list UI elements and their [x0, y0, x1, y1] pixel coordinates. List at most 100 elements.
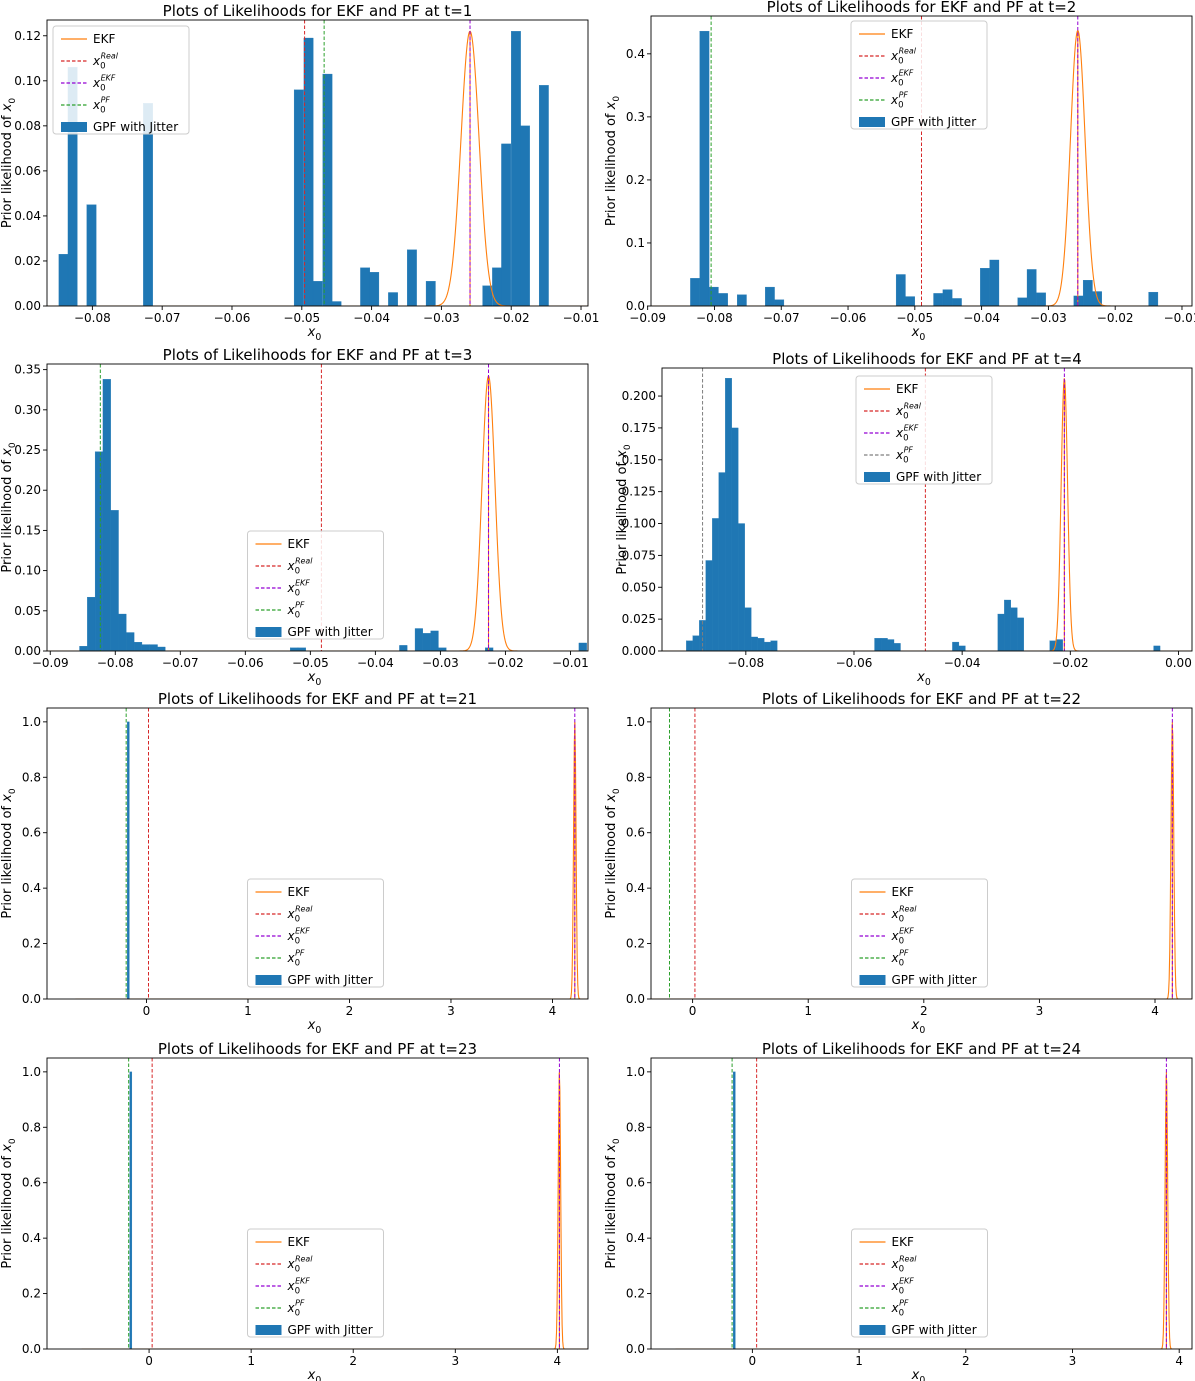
legend-patch	[61, 122, 87, 132]
histogram-bar	[764, 641, 771, 651]
chart-title: Plots of Likelihoods for EKF and PF at t…	[772, 350, 1082, 368]
x-tick-label: −0.02	[493, 311, 530, 325]
plot-frame	[650, 1057, 1193, 1350]
legend-pf-mark: x0PF	[895, 445, 913, 465]
plot-area	[675, 1058, 1192, 1349]
histogram-bar	[79, 646, 88, 651]
x-tick-label: 4	[1151, 1004, 1159, 1018]
x-tick-label: −0.08	[74, 311, 111, 325]
legend-ekf: EKF	[288, 1235, 310, 1249]
legend-ekf: EKF	[892, 885, 914, 899]
y-tick-label: 0.2	[626, 937, 645, 951]
x-axis-label: x0	[911, 1368, 926, 1381]
x-tick-label: −0.06	[836, 656, 873, 670]
plot-area	[47, 20, 588, 306]
plot-frame	[661, 367, 1193, 652]
histogram-bar	[388, 292, 398, 306]
histogram-bar	[86, 204, 97, 306]
y-tick-label: 0.3	[626, 110, 645, 124]
legend-real: x0Real	[891, 1254, 918, 1274]
legend-patch	[859, 1325, 886, 1335]
x-tick-label: 0.00	[1165, 656, 1192, 670]
histogram-bar	[738, 523, 745, 651]
x-tick-label: 0	[749, 1354, 757, 1368]
histogram-bar	[874, 638, 882, 651]
x-tick-label: −0.07	[763, 311, 800, 325]
y-axis-label: Prior likelihood of x0	[0, 98, 18, 228]
plot-area	[81, 1058, 588, 1349]
histogram-bar	[58, 254, 69, 306]
x-tick-label: −0.05	[292, 656, 329, 670]
histogram-bar	[686, 640, 693, 651]
x-tick-label: −0.05	[283, 311, 320, 325]
histogram-bar	[511, 31, 521, 306]
chart-panel-5: 0 1 2 3 4 0.0 0.2 0.4 0.6 0.8 1.0 Plots of Likeliho…	[0, 690, 589, 1036]
y-tick-label: 0.200	[622, 389, 656, 403]
histogram-bar	[129, 1071, 133, 1349]
x-tick-label: 2	[962, 1354, 970, 1368]
histogram-bar	[980, 268, 990, 306]
histogram-bar	[133, 642, 143, 651]
x-tick-label: −0.07	[144, 311, 181, 325]
histogram-bar	[126, 632, 135, 651]
y-tick-label: 0.05	[14, 604, 41, 618]
x-tick-label: −0.03	[1030, 311, 1067, 325]
plot-area	[662, 368, 1192, 651]
histogram-bar	[751, 636, 758, 651]
histogram-bar	[958, 645, 966, 651]
x-tick-label: −0.08	[696, 311, 733, 325]
x-tick-label: −0.07	[162, 656, 199, 670]
legend-ekf-mark: x0EKF	[890, 68, 914, 88]
histogram-bar	[149, 644, 158, 651]
legend-ekf-mark: x0EKF	[287, 578, 311, 598]
chart-title: Plots of Likelihoods for EKF and PF at t…	[158, 690, 477, 708]
x-tick-label: −0.01	[1164, 311, 1195, 325]
x-tick-label: −0.04	[353, 311, 390, 325]
x-tick-label: −0.02	[487, 656, 524, 670]
chart-panel-2: −0.09 −0.08 −0.07 −0.06 −0.05 −0.04 −0.03 −0.02…	[604, 0, 1195, 343]
histogram-bar	[94, 451, 104, 651]
legend-ekf-mark: x0EKF	[287, 1276, 311, 1296]
legend-patch	[255, 1325, 282, 1335]
y-tick-label: 0.00	[14, 644, 41, 658]
x-tick-label: −0.06	[227, 656, 264, 670]
legend-ekf-mark: x0EKF	[895, 423, 919, 443]
x-tick-label: 3	[451, 1354, 459, 1368]
histogram-bar	[422, 633, 431, 651]
y-tick-label: 0.12	[14, 29, 41, 43]
histogram-bar	[369, 272, 380, 306]
ekf-curve	[47, 30, 588, 306]
x-tick-label: −0.04	[944, 656, 981, 670]
y-tick-label: 0.4	[626, 881, 645, 895]
histogram-bar	[482, 285, 493, 306]
histogram-bar	[520, 125, 530, 306]
x-tick-label: 4	[549, 1004, 557, 1018]
plot-area	[651, 708, 1192, 999]
histogram-bar	[997, 613, 1005, 651]
histogram-bar	[118, 613, 127, 651]
histogram-bar	[731, 427, 739, 651]
x-tick-label: 0	[145, 1354, 153, 1368]
plot-frame	[46, 1057, 589, 1350]
x-tick-label: −0.08	[727, 656, 764, 670]
histogram-bar	[905, 296, 915, 306]
legend-gpf: GPF with Jitter	[892, 1323, 977, 1337]
x-tick-label: 1	[804, 1004, 812, 1018]
x-axis-label: x0	[307, 1368, 322, 1381]
y-tick-label: 0.125	[622, 485, 656, 499]
chart-title: Plots of Likelihoods for EKF and PF at t…	[158, 1040, 477, 1058]
legend-ekf-mark: x0EKF	[287, 926, 311, 946]
histogram-bar	[1026, 269, 1037, 306]
plot-frame	[46, 363, 589, 652]
y-axis-label: Prior likelihood of x0	[0, 788, 18, 918]
y-tick-label: 0.2	[626, 173, 645, 187]
y-tick-label: 0.6	[22, 1176, 41, 1190]
x-tick-label: −0.09	[629, 311, 666, 325]
y-tick-label: 0.6	[22, 826, 41, 840]
x-axis-label: x0	[911, 325, 926, 343]
x-tick-label: 4	[1175, 1354, 1183, 1368]
